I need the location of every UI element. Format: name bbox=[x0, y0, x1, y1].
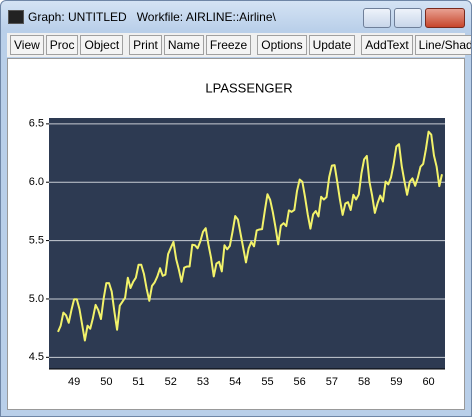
toolbar-button[interactable]: Print bbox=[129, 35, 162, 55]
x-tick-label: 51 bbox=[132, 376, 144, 388]
x-tick-label: 54 bbox=[229, 376, 241, 388]
window-title: Graph: UNTITLED Workfile: AIRLINE::Airli… bbox=[28, 10, 276, 24]
y-tick-label: 6.5 bbox=[29, 118, 44, 130]
graph-area: LPASSENGER 4.5 5.0 5.5 6.0 6.5 49 50 51 52 53 54 55… bbox=[7, 58, 465, 410]
close-button[interactable] bbox=[425, 8, 465, 28]
x-tick-label: 57 bbox=[326, 376, 338, 388]
plot-area bbox=[49, 118, 445, 369]
chart-title: LPASSENGER bbox=[205, 80, 292, 95]
data-line bbox=[57, 130, 443, 342]
toolbar: View Proc Object Print Name Freeze Options Upda… bbox=[7, 33, 471, 57]
x-tick-label: 58 bbox=[358, 376, 370, 388]
x-tick-label: 49 bbox=[68, 376, 80, 388]
x-tick-label: 52 bbox=[165, 376, 177, 388]
title-bar: Graph: UNTITLED Workfile: AIRLINE::Airli… bbox=[1, 1, 471, 31]
x-tick-label: 60 bbox=[422, 376, 434, 388]
y-tick-label: 6.0 bbox=[29, 176, 44, 188]
button-group: Options Update bbox=[257, 35, 356, 57]
x-tick-label: 55 bbox=[261, 376, 273, 388]
toolbar-button[interactable]: AddText bbox=[361, 35, 413, 55]
button-group: View Proc Object bbox=[10, 35, 124, 57]
toolbar-button[interactable]: Options bbox=[257, 35, 307, 55]
x-tick-label: 53 bbox=[197, 376, 209, 388]
y-tick-label: 4.5 bbox=[29, 351, 44, 363]
toolbar-button[interactable]: Proc bbox=[45, 35, 79, 55]
toolbar-button[interactable]: Update bbox=[308, 35, 356, 55]
toolbar-button[interactable]: Object bbox=[80, 35, 124, 55]
app-icon bbox=[8, 10, 24, 24]
y-tick-label: 5.0 bbox=[29, 293, 44, 305]
toolbar-button[interactable]: Freeze bbox=[205, 35, 252, 55]
minimize-button[interactable] bbox=[363, 8, 391, 28]
toolbar-button[interactable]: Line/Shade bbox=[414, 35, 471, 55]
chart: LPASSENGER 4.5 5.0 5.5 6.0 6.5 49 50 51 52 53 54 55… bbox=[29, 80, 445, 388]
toolbar-button[interactable]: View bbox=[10, 35, 44, 55]
maximize-button[interactable] bbox=[394, 8, 422, 28]
x-tick-label: 50 bbox=[100, 376, 112, 388]
x-tick-label: 56 bbox=[294, 376, 306, 388]
button-group: Print Name Freeze bbox=[129, 35, 252, 57]
y-tick-label: 5.5 bbox=[29, 234, 44, 246]
toolbar-button[interactable]: Name bbox=[163, 35, 204, 55]
x-tick-label: 59 bbox=[390, 376, 402, 388]
